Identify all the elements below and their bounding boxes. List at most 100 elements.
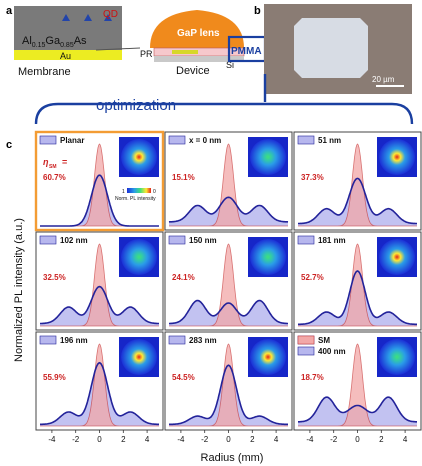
connector-line: [95, 47, 141, 51]
efficiency-value: 60.7%: [43, 173, 66, 182]
qd-marker-2: [84, 14, 92, 21]
intensity-map: [379, 339, 415, 375]
plot-panel-3: 51 nm 37.3%: [293, 131, 422, 231]
panel-label: 51 nm: [318, 136, 341, 145]
intensity-map: [121, 139, 157, 175]
intensity-map: [121, 239, 157, 275]
efficiency-value: 37.3%: [301, 173, 324, 182]
efficiency-value: 55.9%: [43, 373, 66, 382]
panel-a-layer-stack: QD Al0.15Ga0.85As Au Membrane: [14, 6, 141, 78]
lens-label: GaP lens: [177, 28, 220, 39]
pr-label: PR: [140, 49, 153, 59]
colorbar: [127, 188, 151, 193]
x-tick-label: 0: [226, 435, 231, 444]
plot-panel-8: 283 nm 54.5% -4 -2 0 2 4: [164, 331, 293, 444]
x-tick-label: -4: [177, 435, 185, 444]
panel-label: 196 nm: [60, 336, 88, 345]
device-line: [298, 270, 417, 326]
optimization-bracket: optimization: [34, 74, 414, 125]
si-label: Si: [226, 60, 234, 70]
plot-panel-9: SM 18.7% 400 nm -4 -2 0 2 4: [293, 331, 422, 444]
panel-label: x = 0 nm: [189, 136, 221, 145]
colorbar-min: 1: [122, 189, 125, 195]
device-line: [298, 177, 417, 225]
qd-marker-3: [104, 14, 112, 21]
legend-patch: [168, 235, 186, 245]
membrane-image: [294, 18, 368, 78]
legend-patch: [297, 235, 315, 245]
pmma-label: PMMA: [231, 46, 262, 57]
sm-area: [298, 243, 417, 327]
efficiency-value: 32.5%: [43, 273, 66, 282]
efficiency-value: 15.1%: [172, 173, 195, 182]
device-line: [40, 174, 159, 227]
panel-label-c: c: [6, 139, 12, 151]
device-line: [169, 364, 288, 426]
x-tick-label: 0: [355, 435, 360, 444]
legend-patch: [168, 135, 186, 145]
eta-subscript: SM: [49, 164, 57, 170]
efficiency-value: 54.5%: [172, 373, 195, 382]
efficiency-value: 24.1%: [172, 273, 195, 282]
plot-panel-6: 181 nm 52.7%: [293, 231, 422, 331]
intensity-map: [250, 339, 286, 375]
panel-label: 150 nm: [189, 236, 217, 245]
gap-lens: [150, 10, 244, 48]
layer-label: Al0.15Ga0.85As: [22, 35, 87, 49]
x-tick-label: 4: [403, 435, 408, 444]
efficiency-value: 52.7%: [301, 273, 324, 282]
plot-panel-2: x = 0 nm 15.1%: [164, 131, 293, 231]
efficiency-value: 18.7%: [301, 373, 324, 382]
sm-area: [169, 243, 288, 327]
panel-label: Planar: [60, 136, 84, 145]
x-tick-label: -2: [72, 435, 80, 444]
panel-label: 181 nm: [318, 236, 346, 245]
device-line: [40, 361, 159, 426]
y-axis-label: Normalized PL intensity (a.u.): [13, 218, 25, 362]
colorbar-max: 0: [153, 189, 156, 195]
x-tick-label: 2: [121, 435, 126, 444]
sm-area: [169, 143, 288, 227]
panel-label: 283 nm: [189, 336, 217, 345]
plot-panel-5: 150 nm 24.1%: [164, 231, 293, 331]
intensity-map: [250, 139, 286, 175]
x-tick-label: -4: [306, 435, 314, 444]
x-tick-label: 2: [379, 435, 384, 444]
sm-area: [40, 243, 159, 327]
qd-marker-1: [62, 14, 70, 21]
device-chip: [172, 50, 198, 54]
bracket-arc: [34, 102, 414, 125]
x-tick-label: -4: [48, 435, 56, 444]
legend-patch: [168, 335, 186, 345]
intensity-map: [379, 139, 415, 175]
device-line: [169, 299, 288, 325]
x-tick-label: 4: [145, 435, 150, 444]
x-tick-label: -2: [330, 435, 338, 444]
panel-label: 102 nm: [60, 236, 88, 245]
colorbar-caption: Norm. PL intensity: [115, 196, 156, 202]
eta-symbol: η: [43, 157, 49, 167]
optimization-label: optimization: [96, 97, 176, 114]
panel-label-a: a: [6, 5, 13, 17]
intensity-map: [250, 239, 286, 275]
intensity-map: [379, 239, 415, 275]
panel-b-micrograph: 20 µm: [264, 4, 412, 94]
legend-patch: [39, 135, 57, 145]
x-axis-label: Radius (mm): [201, 452, 264, 464]
inset-scale-label: 1 mm: [126, 180, 139, 186]
legend-patch: [39, 235, 57, 245]
x-tick-label: -2: [201, 435, 209, 444]
au-layer: [14, 50, 122, 60]
x-tick-label: 0: [97, 435, 102, 444]
au-label: Au: [60, 51, 71, 61]
legend-patch-sm: [297, 335, 315, 345]
legend-label-400: 400 nm: [318, 347, 346, 356]
device-line: [40, 285, 159, 325]
device-line: [168, 196, 289, 223]
scalebar-label: 20 µm: [372, 75, 395, 84]
legend-patch: [39, 335, 57, 345]
plot-panel-4: 102 nm 32.5%: [35, 231, 164, 331]
